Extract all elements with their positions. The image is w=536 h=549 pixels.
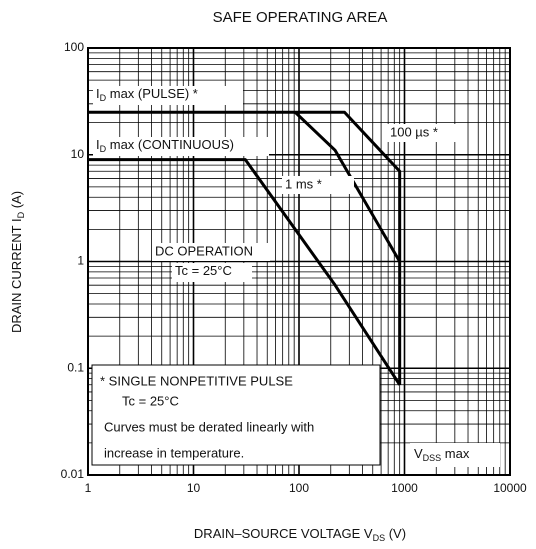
x-axis-label: DRAIN–SOURCE VOLTAGE VDS (V) — [194, 526, 406, 543]
series-line — [88, 158, 401, 386]
series-label: 1 ms * — [285, 176, 322, 191]
annotation-part: V — [414, 446, 423, 461]
y-axis-label-part: DRAIN CURRENT I — [9, 218, 24, 333]
x-axis-label-part: DS — [373, 533, 386, 543]
annotation-part: max — [441, 446, 470, 461]
y-tick-label: 0.01 — [61, 467, 85, 481]
y-tick-label: 100 — [64, 40, 84, 54]
x-tick-label: 100 — [289, 481, 309, 495]
y-axis-label-part: D — [16, 211, 26, 218]
annotation-part: max (CONTINUOUS) — [106, 137, 234, 152]
x-tick-label: 10000 — [493, 481, 527, 495]
series-label: DC OPERATION — [155, 243, 253, 258]
annotation: ID max (CONTINUOUS) — [96, 137, 234, 154]
vdss-box — [410, 443, 500, 467]
annotation-part: D — [100, 144, 107, 154]
note-line: * SINGLE NONPETITIVE PULSE — [100, 373, 293, 388]
annotation-part: Tc = 25°C — [175, 263, 232, 278]
note-line: Curves must be derated linearly with — [104, 419, 314, 434]
label-bg — [93, 137, 269, 156]
annotation-part: I — [96, 137, 100, 152]
note-line: increase in temperature. — [104, 445, 244, 460]
x-axis-label-part: (V) — [385, 526, 406, 541]
note-line: Tc = 25°C — [122, 393, 179, 408]
x-axis-label-part: DRAIN–SOURCE VOLTAGE V — [194, 526, 373, 541]
x-tick-label: 1 — [85, 481, 92, 495]
plot-frame — [87, 47, 511, 476]
y-tick-label: 0.1 — [67, 360, 84, 374]
y-tick-label: 1 — [77, 254, 84, 268]
series-label: 100 µs * — [390, 124, 438, 139]
label-bg — [152, 243, 270, 261]
annotation: ID max (PULSE) * — [96, 86, 198, 103]
annotation-part: I — [96, 86, 100, 101]
label-bg — [387, 124, 459, 142]
annotation: VDSS max — [414, 446, 470, 463]
y-tick-label: 10 — [71, 147, 85, 161]
annotation-part: D — [100, 93, 107, 103]
x-tick-label: 1000 — [391, 481, 418, 495]
annotation-part: DSS — [423, 453, 442, 463]
series-line — [88, 110, 402, 385]
y-axis-label-part: (A) — [9, 191, 24, 212]
annotation: Tc = 25°C — [175, 263, 232, 278]
annotation-part: max (PULSE) * — [106, 86, 198, 101]
label-bg — [172, 263, 252, 282]
series-line — [294, 111, 401, 263]
note-box — [91, 364, 381, 466]
x-tick-label: 10 — [187, 481, 201, 495]
chart-title: SAFE OPERATING AREA — [213, 9, 388, 26]
label-bg — [93, 86, 243, 105]
label-bg — [282, 176, 354, 194]
y-axis-label: DRAIN CURRENT ID (A) — [9, 191, 26, 333]
